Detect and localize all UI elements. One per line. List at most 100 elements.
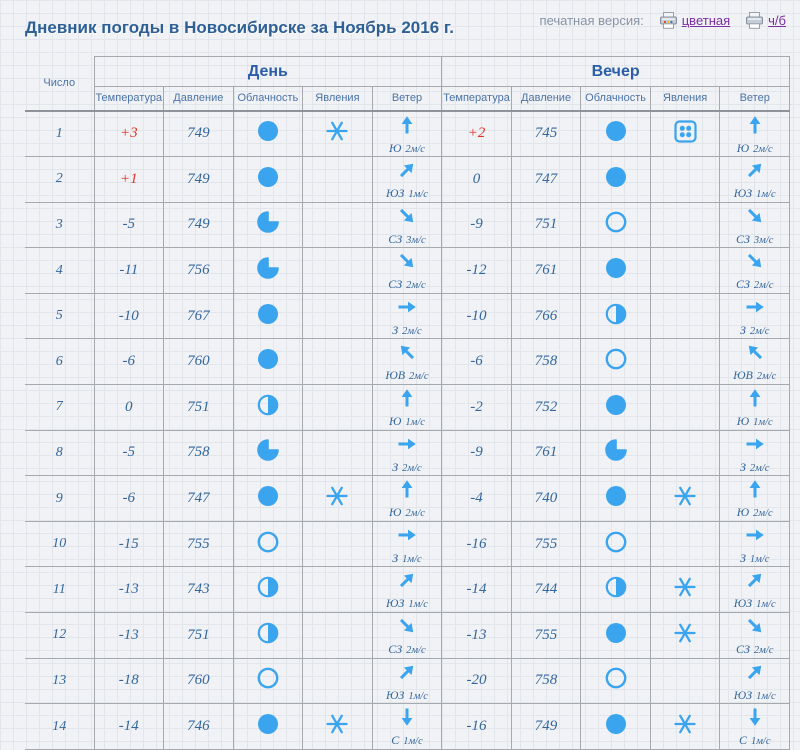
cell-day-phenomena — [302, 612, 373, 659]
cell-day-pressure: 751 — [163, 612, 234, 659]
table-row: 14 -14 746 С 1м/с -16 749 С 1м/с — [25, 703, 790, 750]
cell-date: 1 — [25, 109, 95, 158]
cell-evening-temperature: -13 — [441, 612, 512, 659]
cloud-clear-icon — [603, 346, 629, 372]
cell-day-pressure: 758 — [163, 429, 234, 477]
cell-day-temperature: -11 — [93, 247, 165, 294]
cell-evening-temperature: -16 — [441, 520, 512, 568]
wind-arrow-right-icon — [396, 433, 418, 454]
snowflake-icon — [673, 575, 697, 599]
header-evening-phenomena: Явления — [649, 86, 721, 111]
wind-text: З 2м/с — [392, 322, 422, 337]
cell-evening-wind: ЮВ 2м/с — [719, 338, 790, 386]
cell-evening-pressure: 747 — [510, 156, 582, 203]
cell-evening-wind: СЗ 3м/с — [719, 201, 790, 249]
print-color-group: цветная — [659, 12, 730, 29]
cell-day-phenomena — [302, 338, 373, 386]
cloud-half-icon — [603, 301, 629, 327]
cell-day-temperature: -13 — [93, 612, 165, 659]
wind-arrow-right-icon — [396, 524, 418, 545]
wind-arrow-down-right-icon — [744, 250, 766, 271]
cell-evening-wind: З 2м/с — [719, 292, 790, 340]
cell-evening-temperature: -16 — [441, 703, 512, 750]
cell-evening-cloudiness — [580, 292, 651, 340]
header-group-evening: Вечер — [441, 56, 790, 87]
wind-arrow-right-icon — [744, 296, 766, 317]
cell-evening-pressure: 755 — [510, 612, 582, 659]
cell-date: 4 — [25, 247, 95, 294]
cloud-full-icon — [603, 118, 629, 144]
wind-text: З 2м/с — [392, 459, 422, 474]
cell-date: 6 — [25, 338, 95, 386]
cloud-full-icon — [603, 255, 629, 281]
cloud-full-icon — [255, 164, 281, 190]
snowflake-icon — [325, 119, 349, 143]
cell-evening-cloudiness — [580, 338, 651, 386]
cell-evening-wind: Ю 2м/с — [719, 475, 790, 522]
wind-arrow-down-right-icon — [396, 205, 418, 226]
cell-evening-pressure: 761 — [510, 429, 582, 477]
cell-evening-wind: ЮЗ 1м/с — [719, 566, 790, 614]
cell-day-wind: СЗ 2м/с — [371, 247, 443, 294]
wind-text: Ю 1м/с — [736, 414, 773, 429]
cell-evening-temperature: -10 — [441, 292, 512, 340]
cell-day-wind: СЗ 2м/с — [371, 612, 443, 659]
cell-evening-wind: ЮЗ 1м/с — [719, 156, 790, 203]
cloud-full-icon — [603, 392, 629, 418]
printer-color-icon[interactable] — [659, 12, 678, 29]
cell-day-pressure: 767 — [163, 292, 234, 340]
cell-evening-temperature: -6 — [441, 338, 512, 386]
print-bw-link[interactable]: ч/б — [768, 13, 786, 28]
cell-day-temperature: -10 — [93, 292, 165, 340]
cell-evening-temperature: -4 — [441, 475, 512, 522]
wind-arrow-down-icon — [396, 706, 418, 727]
wind-text: ЮЗ 1м/с — [733, 186, 776, 201]
cell-date: 12 — [25, 612, 95, 659]
cell-day-phenomena — [302, 520, 373, 568]
table-row: 5 -10 767 З 2м/с -10 766 З 2м/с — [25, 292, 790, 340]
wind-text: СЗ 2м/с — [735, 642, 774, 657]
cell-date: 7 — [25, 384, 95, 431]
cell-evening-phenomena — [649, 247, 721, 294]
four-dots-icon — [673, 119, 698, 144]
printer-bw-icon[interactable] — [745, 12, 764, 29]
cell-evening-phenomena — [649, 520, 721, 568]
cloud-full-icon — [255, 346, 281, 372]
cell-day-cloudiness — [232, 338, 304, 386]
wind-arrow-up-right-icon — [744, 569, 766, 590]
cloud-half-icon — [255, 620, 281, 646]
print-version-label: печатная версия: — [539, 13, 644, 28]
wind-arrow-up-icon — [396, 478, 418, 499]
cell-evening-pressure: 751 — [510, 201, 582, 249]
cell-day-phenomena — [302, 156, 373, 203]
header-evening-cloudiness: Облачность — [580, 86, 651, 111]
cell-day-wind: З 2м/с — [371, 292, 443, 340]
cloud-half-icon — [255, 392, 281, 418]
cell-evening-temperature: -9 — [441, 429, 512, 477]
wind-arrow-up-icon — [744, 478, 766, 499]
cell-evening-pressure: 755 — [510, 520, 582, 568]
table-row: 7 0 751 Ю 1м/с -2 752 Ю 1м/с — [25, 384, 790, 431]
cell-evening-temperature: -14 — [441, 566, 512, 614]
wind-text: СЗ 3м/с — [388, 231, 426, 246]
table-row: 8 -5 758 З 2м/с -9 761 З 2м/с — [25, 429, 790, 477]
cell-evening-wind: СЗ 2м/с — [719, 247, 790, 294]
wind-arrow-up-right-icon — [744, 661, 766, 682]
wind-text: ЮЗ 1м/с — [733, 596, 776, 611]
print-color-link[interactable]: цветная — [681, 13, 731, 28]
wind-arrow-right-icon — [744, 524, 766, 545]
wind-text: З 1м/с — [739, 550, 770, 565]
cell-day-phenomena — [302, 566, 373, 614]
cell-evening-wind: СЗ 2м/с — [719, 612, 790, 659]
table-body: 1 +3 749 Ю 2м/с +2 745 Ю 2м/с 2 +1 749 ЮЗ 1м/с 0 747… — [25, 109, 790, 750]
wind-text: СЗ 2м/с — [735, 277, 774, 292]
cell-date: 3 — [25, 201, 95, 249]
cloud-three-quarters-icon — [255, 255, 281, 281]
cell-evening-cloudiness — [580, 520, 651, 568]
wind-arrow-up-right-icon — [744, 159, 766, 180]
wind-arrow-down-right-icon — [396, 250, 418, 271]
wind-text: З 2м/с — [739, 459, 770, 474]
cell-evening-cloudiness — [580, 566, 651, 614]
table-row: 10 -15 755 З 1м/с -16 755 З 1м/с — [25, 520, 790, 568]
cell-evening-cloudiness — [580, 612, 651, 659]
